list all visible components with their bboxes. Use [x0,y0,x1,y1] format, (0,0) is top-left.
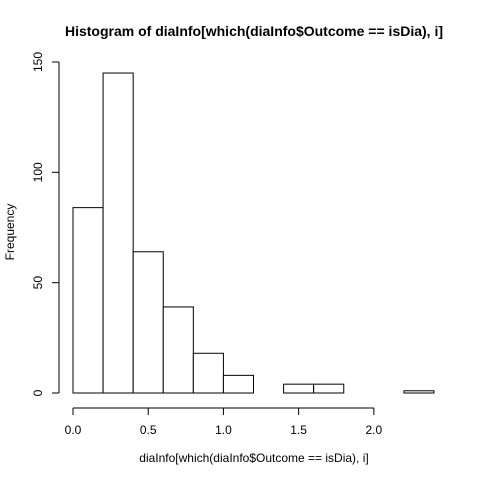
x-tick-label-1: 0.5 [140,423,157,437]
histogram-bar-11 [403,390,435,394]
y-tick-label-3: 150 [31,52,45,72]
histogram-bar-7 [283,383,315,394]
histogram-bar-0 [72,207,104,394]
chart-title: Histogram of diaInfo[which(diaInfo$Outco… [65,23,443,39]
x-tick-label-2: 1.0 [215,423,232,437]
histogram-bar-2 [132,251,164,394]
histogram-bar-3 [162,306,194,394]
histogram-bar-8 [313,383,345,394]
x-tick-label-0: 0.0 [65,423,82,437]
y-axis-label: Frequency [3,204,17,261]
x-tick-label-4: 2.0 [365,423,382,437]
y-tick-label-1: 50 [31,276,45,290]
histogram-bar-1 [102,72,134,394]
x-tick-label-3: 1.5 [290,423,307,437]
y-tick-label-2: 100 [31,162,45,182]
x-axis: 0.0 0.5 1.0 1.5 2.0 [65,407,382,437]
y-tick-label-0: 0 [31,389,45,396]
bars-group [72,72,435,394]
histogram-bar-5 [222,374,255,394]
histogram-bar-4 [192,352,224,394]
x-axis-label: diaInfo[which(diaInfo$Outcome == isDia),… [139,451,368,465]
y-axis: 0 50 100 150 [31,52,60,396]
